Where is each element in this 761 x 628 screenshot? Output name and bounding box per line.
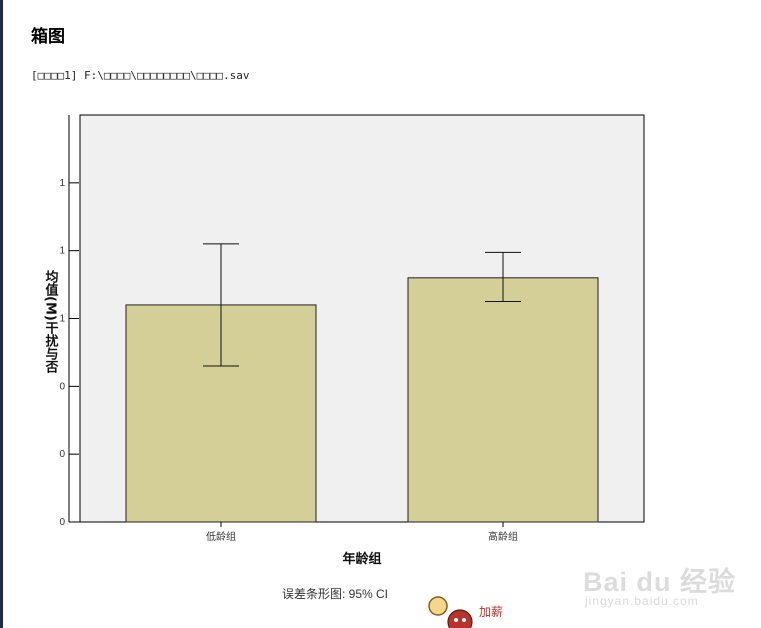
- y-tick-label: 1: [59, 178, 65, 189]
- y-tick-label: 0: [59, 381, 65, 392]
- baidu-watermark: Bai du 经验: [583, 567, 737, 597]
- dataset-path: [□□□□1] F:\□□□□\□□□□□□□□\□□□□.sav: [31, 69, 250, 82]
- mascot-icon: [428, 596, 473, 628]
- x-tick-label: 高龄组: [488, 530, 518, 543]
- y-axis-title: 均值(M)干扰与否: [43, 269, 60, 374]
- chart-footnote: 误差条形图: 95% CI: [282, 587, 389, 601]
- window-left-border: [0, 0, 3, 628]
- x-axis-title: 年龄组: [342, 551, 381, 567]
- y-tick-label: 0: [59, 517, 65, 528]
- mascot-label: 加薪: [479, 605, 504, 619]
- x-tick-label: 低龄组: [206, 530, 236, 543]
- bar: [407, 277, 599, 523]
- y-tick-label: 1: [59, 246, 65, 257]
- y-tick-label: 0: [59, 449, 65, 460]
- output-title: 箱图: [31, 27, 65, 47]
- baidu-watermark-url: jingyan.baidu.com: [585, 594, 699, 608]
- y-tick-label: 1: [59, 314, 65, 325]
